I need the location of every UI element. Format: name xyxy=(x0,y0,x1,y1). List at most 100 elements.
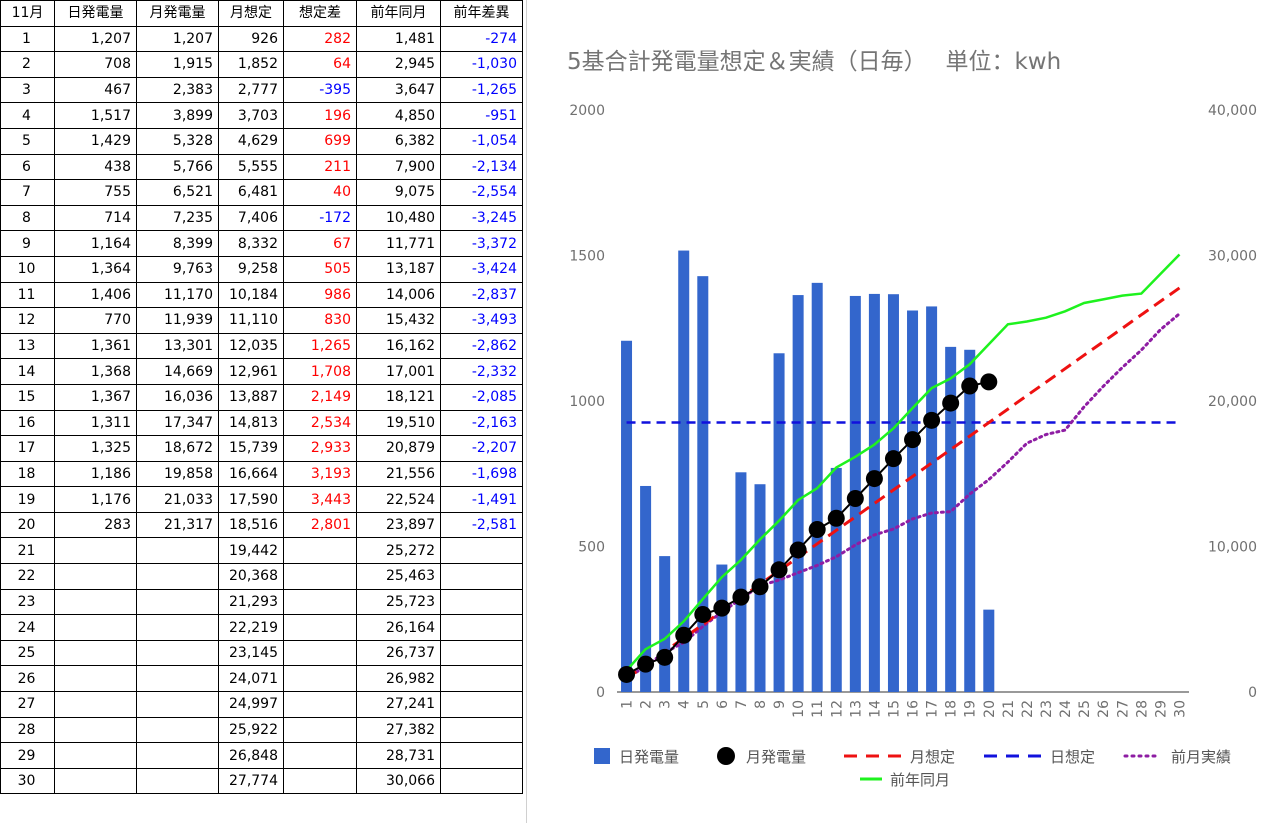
value-cell[interactable]: 26,737 xyxy=(356,639,441,667)
day-cell[interactable]: 1 xyxy=(0,25,55,53)
day-cell[interactable]: 27 xyxy=(0,691,55,718)
value-cell[interactable]: 24,071 xyxy=(218,665,284,693)
value-cell[interactable]: 1,367 xyxy=(54,383,137,411)
value-cell[interactable] xyxy=(54,614,137,641)
value-cell[interactable]: 1,207 xyxy=(136,25,219,53)
value-cell[interactable]: -3,493 xyxy=(440,307,523,334)
value-cell[interactable] xyxy=(283,537,357,565)
column-header[interactable]: 想定差 xyxy=(283,0,357,27)
value-cell[interactable]: 14,669 xyxy=(136,358,219,385)
day-cell[interactable]: 11 xyxy=(0,281,55,309)
value-cell[interactable] xyxy=(283,716,357,744)
value-cell[interactable] xyxy=(283,614,357,641)
value-cell[interactable]: -3,424 xyxy=(440,255,523,283)
day-cell[interactable]: 15 xyxy=(0,383,55,411)
day-cell[interactable]: 14 xyxy=(0,358,55,385)
value-cell[interactable]: 10,184 xyxy=(218,281,284,309)
value-cell[interactable]: 27,241 xyxy=(356,691,441,718)
value-cell[interactable] xyxy=(440,691,523,718)
day-cell[interactable]: 26 xyxy=(0,665,55,693)
value-cell[interactable] xyxy=(136,716,219,744)
day-cell[interactable]: 9 xyxy=(0,230,55,257)
value-cell[interactable]: 18,516 xyxy=(218,511,284,539)
value-cell[interactable] xyxy=(54,716,137,744)
value-cell[interactable]: 18,672 xyxy=(136,435,219,462)
value-cell[interactable]: 13,187 xyxy=(356,255,441,283)
value-cell[interactable]: 5,555 xyxy=(218,153,284,181)
value-cell[interactable] xyxy=(136,767,219,795)
value-cell[interactable]: 2,777 xyxy=(218,76,284,104)
value-cell[interactable] xyxy=(54,563,137,590)
value-cell[interactable]: 17,590 xyxy=(218,486,284,513)
value-cell[interactable]: 23,897 xyxy=(356,511,441,539)
value-cell[interactable]: 3,899 xyxy=(136,102,219,129)
day-cell[interactable]: 24 xyxy=(0,614,55,641)
value-cell[interactable] xyxy=(136,691,219,718)
value-cell[interactable]: 3,193 xyxy=(283,460,357,488)
value-cell[interactable]: 2,801 xyxy=(283,511,357,539)
value-cell[interactable]: -274 xyxy=(440,25,523,53)
value-cell[interactable]: 467 xyxy=(54,76,137,104)
value-cell[interactable] xyxy=(54,691,137,718)
value-cell[interactable]: 19,858 xyxy=(136,460,219,488)
value-cell[interactable]: 18,121 xyxy=(356,383,441,411)
day-cell[interactable]: 13 xyxy=(0,332,55,360)
value-cell[interactable]: 1,406 xyxy=(54,281,137,309)
value-cell[interactable]: 1,915 xyxy=(136,51,219,78)
value-cell[interactable]: 1,325 xyxy=(54,435,137,462)
value-cell[interactable]: -1,030 xyxy=(440,51,523,78)
value-cell[interactable]: 1,429 xyxy=(54,127,137,155)
value-cell[interactable] xyxy=(136,639,219,667)
value-cell[interactable]: 1,368 xyxy=(54,358,137,385)
value-cell[interactable]: 3,647 xyxy=(356,76,441,104)
day-cell[interactable]: 23 xyxy=(0,588,55,616)
day-cell[interactable]: 22 xyxy=(0,563,55,590)
value-cell[interactable]: 22,219 xyxy=(218,614,284,641)
value-cell[interactable]: -2,581 xyxy=(440,511,523,539)
value-cell[interactable]: 282 xyxy=(283,25,357,53)
value-cell[interactable]: 830 xyxy=(283,307,357,334)
day-cell[interactable]: 7 xyxy=(0,179,55,206)
value-cell[interactable]: 30,066 xyxy=(356,767,441,795)
column-header[interactable]: 月発電量 xyxy=(136,0,219,27)
value-cell[interactable]: 25,922 xyxy=(218,716,284,744)
value-cell[interactable] xyxy=(440,563,523,590)
column-header[interactable]: 11月 xyxy=(0,0,55,27)
value-cell[interactable]: 4,850 xyxy=(356,102,441,129)
value-cell[interactable] xyxy=(54,767,137,795)
value-cell[interactable]: 8,332 xyxy=(218,230,284,257)
value-cell[interactable] xyxy=(283,767,357,795)
value-cell[interactable]: -2,837 xyxy=(440,281,523,309)
value-cell[interactable]: 17,347 xyxy=(136,409,219,437)
value-cell[interactable] xyxy=(440,588,523,616)
day-cell[interactable]: 8 xyxy=(0,204,55,232)
value-cell[interactable] xyxy=(54,588,137,616)
value-cell[interactable]: -3,245 xyxy=(440,204,523,232)
value-cell[interactable]: 714 xyxy=(54,204,137,232)
value-cell[interactable] xyxy=(283,588,357,616)
day-cell[interactable]: 6 xyxy=(0,153,55,181)
value-cell[interactable]: -2,207 xyxy=(440,435,523,462)
value-cell[interactable]: 6,481 xyxy=(218,179,284,206)
day-cell[interactable]: 18 xyxy=(0,460,55,488)
value-cell[interactable]: -395 xyxy=(283,76,357,104)
value-cell[interactable]: 770 xyxy=(54,307,137,334)
value-cell[interactable]: 17,001 xyxy=(356,358,441,385)
value-cell[interactable]: 25,272 xyxy=(356,537,441,565)
value-cell[interactable]: 11,939 xyxy=(136,307,219,334)
value-cell[interactable] xyxy=(54,537,137,565)
value-cell[interactable]: 25,723 xyxy=(356,588,441,616)
value-cell[interactable]: 11,110 xyxy=(218,307,284,334)
value-cell[interactable]: 21,293 xyxy=(218,588,284,616)
value-cell[interactable]: 755 xyxy=(54,179,137,206)
value-cell[interactable] xyxy=(54,665,137,693)
value-cell[interactable]: 196 xyxy=(283,102,357,129)
value-cell[interactable]: 26,982 xyxy=(356,665,441,693)
value-cell[interactable]: -2,554 xyxy=(440,179,523,206)
value-cell[interactable]: -1,265 xyxy=(440,76,523,104)
value-cell[interactable] xyxy=(440,614,523,641)
value-cell[interactable]: 13,301 xyxy=(136,332,219,360)
value-cell[interactable]: 19,510 xyxy=(356,409,441,437)
value-cell[interactable]: 16,664 xyxy=(218,460,284,488)
column-header[interactable]: 日発電量 xyxy=(54,0,137,27)
